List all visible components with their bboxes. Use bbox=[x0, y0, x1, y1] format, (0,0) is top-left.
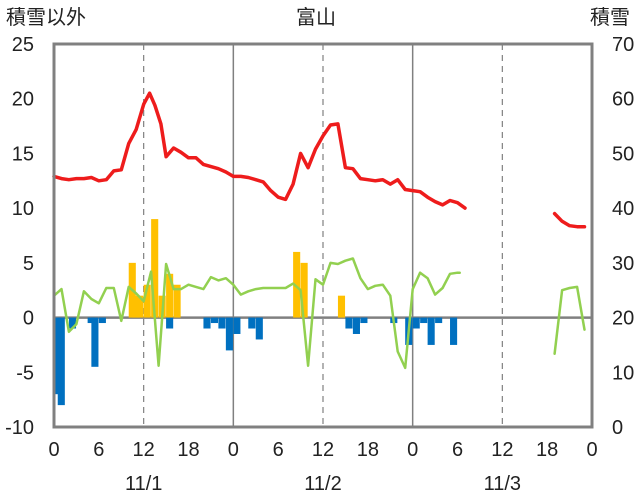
red-series-line bbox=[552, 211, 587, 229]
bar-series bbox=[54, 219, 458, 406]
right-tick-label: 70 bbox=[612, 34, 634, 56]
left-tick-label: 0 bbox=[23, 308, 34, 330]
negative-bar bbox=[248, 317, 256, 329]
green-series-line bbox=[553, 285, 586, 355]
negative-bar bbox=[435, 317, 443, 324]
x-tick-label: 18 bbox=[357, 439, 379, 461]
negative-bar bbox=[352, 317, 360, 334]
right-tick-label: 60 bbox=[612, 89, 634, 111]
left-tick-label: 5 bbox=[23, 253, 34, 275]
x-tick-label: 6 bbox=[452, 439, 463, 461]
negative-bar bbox=[225, 317, 233, 351]
negative-bar bbox=[420, 317, 428, 324]
negative-bar bbox=[203, 317, 211, 329]
negative-bar bbox=[412, 317, 420, 329]
negative-bar bbox=[345, 317, 353, 329]
precip-bar bbox=[300, 262, 308, 318]
red-series-line bbox=[52, 91, 467, 210]
negative-bar bbox=[87, 317, 95, 324]
negative-bar bbox=[166, 317, 174, 329]
right-tick-label: 50 bbox=[612, 143, 634, 165]
x-tick-label: 18 bbox=[536, 439, 558, 461]
right-tick-label: 40 bbox=[612, 198, 634, 220]
left-tick-label: 10 bbox=[12, 198, 34, 220]
x-tick-label: 0 bbox=[407, 439, 418, 461]
precip-bar bbox=[337, 295, 346, 318]
negative-bar bbox=[54, 317, 62, 395]
negative-bar bbox=[210, 317, 219, 324]
right-tick-label: 30 bbox=[612, 253, 634, 275]
chart-title: 富山 bbox=[296, 6, 336, 29]
right-axis-label: 積雪 bbox=[590, 6, 630, 29]
left-tick-label: 15 bbox=[12, 143, 34, 165]
x-tick-label: 0 bbox=[48, 439, 59, 461]
left-axis-label: 積雪以外 bbox=[6, 6, 86, 29]
negative-bar bbox=[91, 317, 99, 367]
negative-bar bbox=[218, 317, 226, 329]
x-tick-label: 12 bbox=[491, 439, 513, 461]
x-tick-label: 12 bbox=[312, 439, 334, 461]
green-series-line bbox=[52, 257, 461, 370]
negative-bar bbox=[360, 317, 368, 324]
precip-bar bbox=[173, 284, 181, 318]
day-label: 11/3 bbox=[484, 473, 521, 495]
x-tick-label: 0 bbox=[228, 439, 239, 461]
plot-frame bbox=[52, 42, 594, 429]
precip-bar bbox=[293, 251, 301, 318]
right-tick-label: 0 bbox=[612, 417, 623, 439]
x-tick-label: 12 bbox=[133, 439, 155, 461]
line-series bbox=[52, 91, 587, 370]
negative-bar bbox=[98, 317, 106, 324]
precip-bar bbox=[132, 295, 140, 318]
negative-bar bbox=[68, 317, 77, 329]
x-tick-label: 0 bbox=[586, 439, 597, 461]
x-tick-label: 18 bbox=[177, 439, 199, 461]
precip-bar bbox=[151, 219, 159, 318]
negative-bar bbox=[450, 317, 458, 345]
x-tick-label: 6 bbox=[93, 439, 104, 461]
left-tick-label: -5 bbox=[16, 362, 34, 384]
precip-bar bbox=[143, 284, 151, 318]
day-label: 11/2 bbox=[304, 473, 341, 495]
grid-lines bbox=[54, 44, 592, 427]
negative-bar bbox=[255, 317, 263, 340]
right-tick-label: 10 bbox=[612, 362, 634, 384]
right-tick-label: 20 bbox=[612, 308, 634, 330]
left-tick-label: 25 bbox=[12, 34, 34, 56]
precip-bar bbox=[136, 295, 144, 318]
negative-bar bbox=[233, 317, 241, 334]
negative-bar bbox=[427, 317, 435, 345]
x-tick-label: 6 bbox=[273, 439, 284, 461]
precip-bar bbox=[166, 273, 174, 318]
day-label: 11/1 bbox=[125, 473, 162, 495]
left-tick-label: -10 bbox=[5, 417, 34, 439]
left-tick-label: 20 bbox=[12, 89, 34, 111]
negative-bar bbox=[57, 317, 65, 406]
